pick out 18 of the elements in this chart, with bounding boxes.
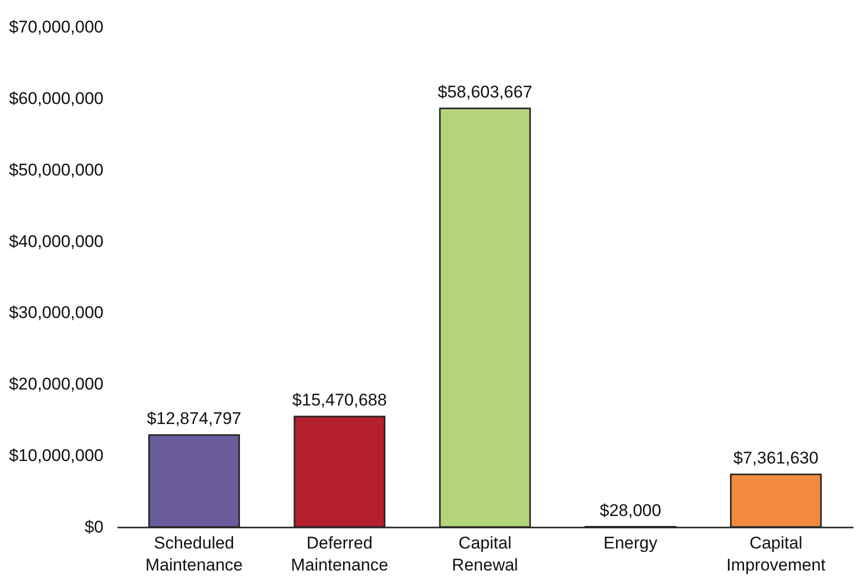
y-tick-label: $30,000,000 — [8, 303, 104, 322]
y-tick-label: $10,000,000 — [8, 446, 104, 466]
x-tick-label: Energy — [604, 534, 658, 552]
x-tick-label: Deferred Maintenance — [290, 534, 388, 574]
data-label: $7,361,630 — [733, 448, 818, 468]
y-tick-label: $70,000,000 — [8, 18, 104, 36]
y-tick-label: $60,000,000 — [8, 88, 104, 108]
x-tick-label: Capital Renewal — [452, 534, 518, 574]
y-tick-label: $0 — [84, 518, 104, 536]
x-tick-label: Capital Improvement — [726, 534, 826, 574]
data-label: $15,470,688 — [292, 390, 387, 410]
y-tick-label: $20,000,000 — [8, 374, 104, 394]
data-label: $58,603,667 — [438, 82, 532, 102]
y-tick-label: $50,000,000 — [8, 160, 104, 180]
y-tick-label: $40,000,000 — [8, 232, 104, 251]
data-label: $28,000 — [600, 500, 662, 520]
data-label: $12,874,797 — [146, 409, 242, 428]
x-tick-label: Scheduled Maintenance — [145, 534, 243, 574]
